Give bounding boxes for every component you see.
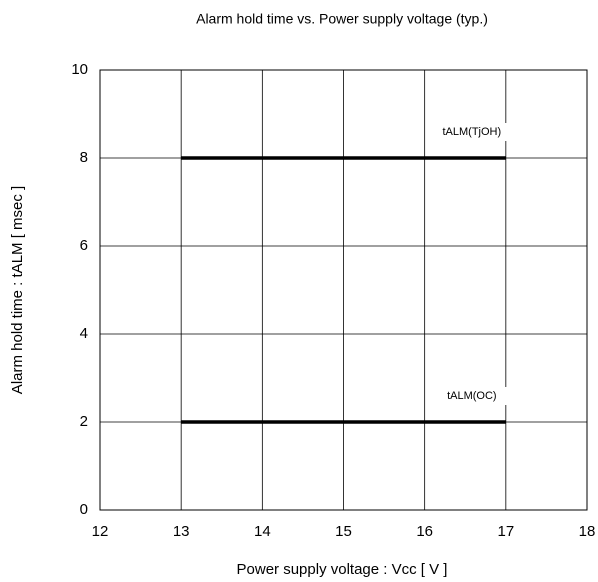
x-tick-label: 13 bbox=[173, 523, 190, 540]
x-tick-label: 17 bbox=[497, 523, 514, 540]
plot-frame bbox=[99, 69, 588, 511]
series-label: tALM(OC) bbox=[447, 390, 497, 402]
y-tick-label: 2 bbox=[80, 413, 88, 430]
x-axis-label: Power supply voltage : Vcc [ V ] bbox=[237, 561, 448, 578]
y-tick-label: 6 bbox=[80, 237, 88, 254]
label-background bbox=[435, 123, 508, 141]
x-tick-label: 15 bbox=[335, 523, 352, 540]
y-tick-label: 8 bbox=[80, 149, 88, 166]
label-background bbox=[435, 387, 508, 405]
y-tick-label: 4 bbox=[80, 325, 88, 342]
x-tick-label: 12 bbox=[92, 523, 109, 540]
y-tick-label: 0 bbox=[80, 501, 88, 518]
x-tick-label: 18 bbox=[579, 523, 596, 540]
x-tick-label: 16 bbox=[416, 523, 433, 540]
series-label: tALM(TjOH) bbox=[442, 126, 501, 138]
chart-title: Alarm hold time vs. Power supply voltage… bbox=[196, 11, 488, 27]
y-axis-label: Alarm hold time : tALM [ msec ] bbox=[9, 186, 26, 394]
x-tick-label: 14 bbox=[254, 523, 271, 540]
y-tick-label: 10 bbox=[71, 61, 88, 78]
